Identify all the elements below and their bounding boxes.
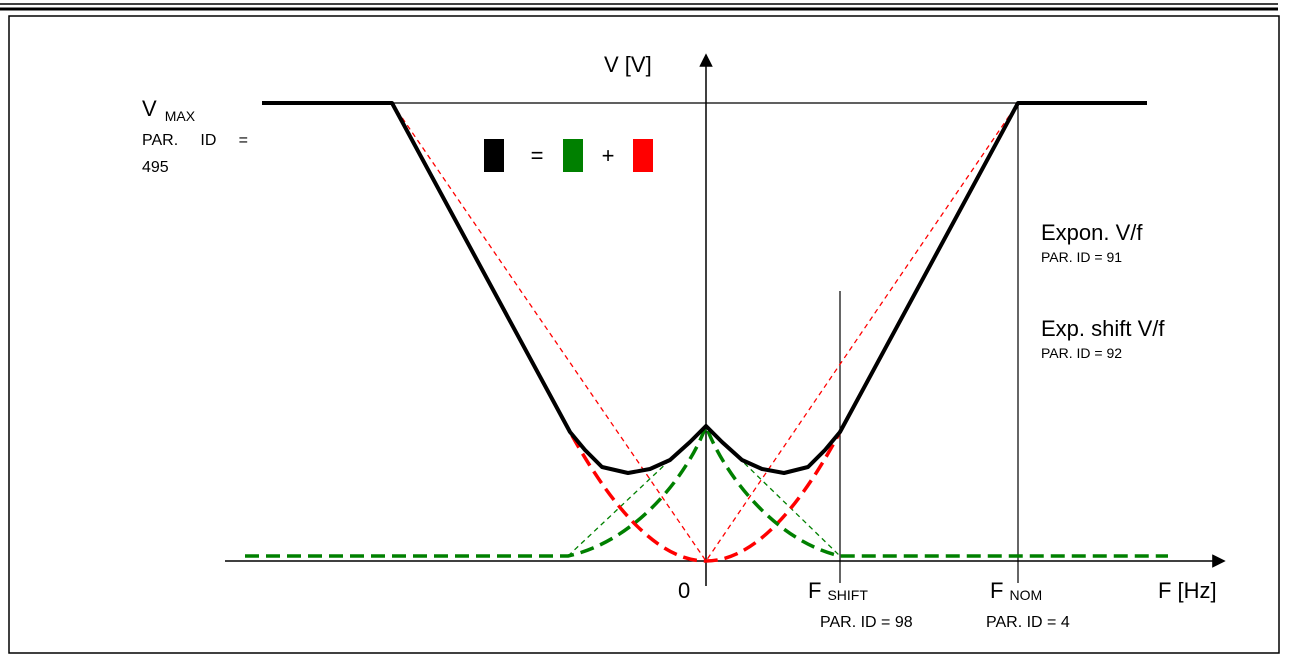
legend: = + [484,139,653,172]
vmax-par-line2: 495 [142,159,169,176]
legend-total-swatch [484,139,504,172]
fnom-label-sub: NOM [1009,587,1042,603]
fshift-par: PAR. ID = 98 [820,614,913,631]
y-axis-label: V [V] [604,52,652,77]
fnom-par: PAR. ID = 4 [986,614,1070,631]
fshift-annotation: F SHIFT PAR. ID = 98 [808,578,913,631]
diagram-frame [8,15,1280,654]
legend-plus: + [602,143,615,168]
legend-green-swatch [563,139,583,172]
vmax-label-sub: MAX [165,108,196,124]
fnom-annotation: F NOM PAR. ID = 4 [986,578,1070,631]
expon-title: Expon. V/f [1041,220,1143,245]
origin-label: 0 [678,578,690,603]
legend-equals: = [531,143,544,168]
green-component-curve [245,420,1168,558]
fnom-label: F [990,578,1003,603]
fshift-label: F [808,578,821,603]
total-curve [262,101,1147,475]
x-axis-label: F [Hz] [1158,578,1217,603]
vmax-par-line1: PAR. ID = [142,132,248,149]
exp-shift-par: PAR. ID = 92 [1041,345,1122,361]
vmax-annotation: V MAX PAR. ID = 495 [142,96,248,176]
expon-par: PAR. ID = 91 [1041,249,1122,265]
fshift-label-sub: SHIFT [827,587,868,603]
legend-red-swatch [633,139,653,172]
red-component-curve [390,102,1020,563]
vmax-label: V [142,96,157,121]
exp-shift-title: Exp. shift V/f [1041,316,1165,341]
